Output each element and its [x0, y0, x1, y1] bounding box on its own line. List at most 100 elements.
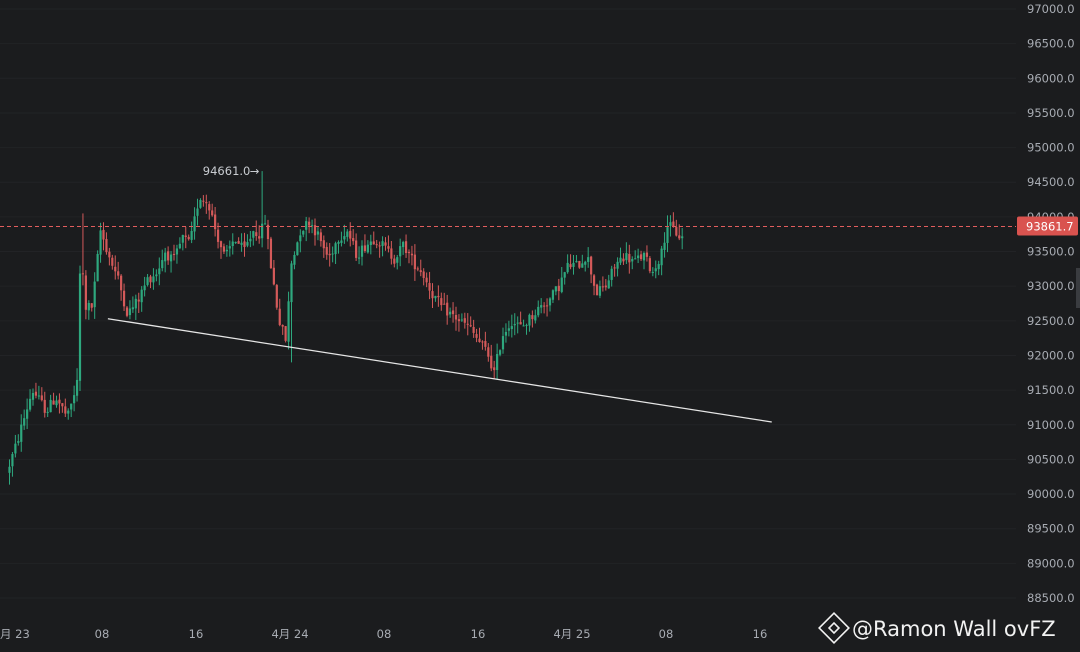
- candle-body: [337, 242, 340, 244]
- candle-body: [575, 261, 578, 263]
- candle-body: [663, 242, 666, 250]
- candle-body: [140, 289, 143, 303]
- candle-body: [654, 268, 657, 272]
- candle-body: [537, 306, 540, 316]
- candle-body: [46, 411, 49, 413]
- candle-body: [308, 221, 311, 226]
- candle-body: [548, 298, 552, 306]
- candle-body: [302, 230, 305, 235]
- candle-body: [87, 302, 90, 311]
- candle-body: [372, 241, 375, 245]
- grid: [0, 8, 1016, 599]
- candle-body: [595, 284, 599, 296]
- candle-body: [331, 253, 334, 255]
- candle-body: [601, 286, 604, 288]
- trendline[interactable]: [107, 318, 772, 423]
- candle-body: [134, 298, 137, 309]
- candle-body: [84, 275, 87, 310]
- candle-body: [61, 403, 64, 407]
- candle-body: [443, 303, 446, 305]
- candle-body: [607, 280, 610, 289]
- candle-body: [634, 258, 637, 260]
- candle-body: [598, 286, 602, 296]
- candle-body: [378, 245, 381, 247]
- candle-body: [181, 234, 184, 243]
- y-tick-label: 95500.0: [1027, 106, 1075, 120]
- candle-body: [631, 259, 634, 262]
- candle-body: [496, 354, 499, 371]
- candle-body: [349, 230, 352, 239]
- candle-body: [628, 253, 631, 263]
- candle-body: [17, 441, 20, 443]
- candle-body: [11, 454, 14, 467]
- candle-body: [454, 314, 458, 320]
- candle-body: [446, 302, 449, 316]
- candle-body: [58, 399, 61, 404]
- y-tick-label: 96000.0: [1027, 71, 1075, 85]
- candle-body: [501, 336, 505, 350]
- candle-body: [40, 395, 43, 401]
- candle-body: [26, 409, 29, 419]
- candle-body: [410, 253, 414, 256]
- x-tick-label: 08: [95, 627, 110, 641]
- candle-body: [313, 225, 317, 236]
- x-tick-label: 月 23: [0, 627, 30, 641]
- candle-body: [363, 245, 367, 251]
- candle-body: [675, 227, 678, 236]
- candle-body: [208, 204, 211, 211]
- candle-body: [231, 241, 234, 247]
- candle-body: [70, 403, 73, 410]
- candle-body: [249, 238, 252, 242]
- candle-body: [310, 225, 314, 227]
- candle-body: [102, 229, 105, 240]
- candle-body: [305, 221, 308, 230]
- candle-body: [657, 264, 660, 270]
- candle-body: [284, 326, 287, 341]
- x-axis[interactable]: 月 23 08 16 4月 24 08 16 4月 25 08 16: [0, 627, 767, 641]
- candle-body: [563, 272, 566, 278]
- candle-body: [190, 230, 193, 240]
- candle-body: [507, 328, 510, 331]
- candle-body: [428, 282, 431, 291]
- x-tick-label: 16: [753, 627, 768, 641]
- candle-body: [184, 235, 187, 237]
- candle-body: [510, 326, 513, 330]
- y-tick-label: 89000.0: [1027, 556, 1075, 570]
- y-tick-label: 93000.0: [1027, 279, 1075, 293]
- candle-body: [99, 230, 102, 255]
- candle-body: [531, 315, 534, 320]
- candle-body: [266, 224, 270, 240]
- candle-body: [449, 311, 452, 315]
- candle-body: [161, 260, 164, 269]
- candle-body: [399, 246, 402, 257]
- candle-body: [604, 285, 607, 288]
- candle-body: [460, 319, 463, 321]
- candle-body: [622, 258, 625, 262]
- candle-body: [645, 252, 649, 257]
- candle-body: [219, 241, 223, 248]
- candle-body: [572, 262, 575, 267]
- candle-body: [243, 241, 246, 247]
- candle-body: [592, 275, 596, 286]
- candle-body: [425, 277, 428, 283]
- candle-body: [551, 290, 555, 300]
- y-axis[interactable]: 97000.0 96500.0 96000.0 95500.0 95000.0 94500…: [1027, 2, 1075, 605]
- candle-body: [316, 231, 320, 235]
- candle-body: [299, 235, 302, 242]
- candle-body: [639, 254, 643, 260]
- candle-body: [648, 258, 651, 272]
- y-tick-label: 92000.0: [1027, 348, 1075, 362]
- candle-body: [169, 254, 173, 262]
- x-tick-label: 4月 25: [553, 627, 590, 641]
- price-scale-scroll-handle[interactable]: [1076, 268, 1080, 308]
- x-tick-label: 16: [471, 627, 486, 641]
- candle-body: [246, 242, 249, 246]
- candle-body: [175, 248, 179, 255]
- candle-body: [228, 246, 231, 249]
- y-tick-label: 93500.0: [1027, 245, 1075, 259]
- y-tick-label: 94500.0: [1027, 175, 1075, 189]
- candle-body: [416, 268, 419, 270]
- candle-body: [52, 400, 55, 405]
- candle-body: [328, 253, 331, 256]
